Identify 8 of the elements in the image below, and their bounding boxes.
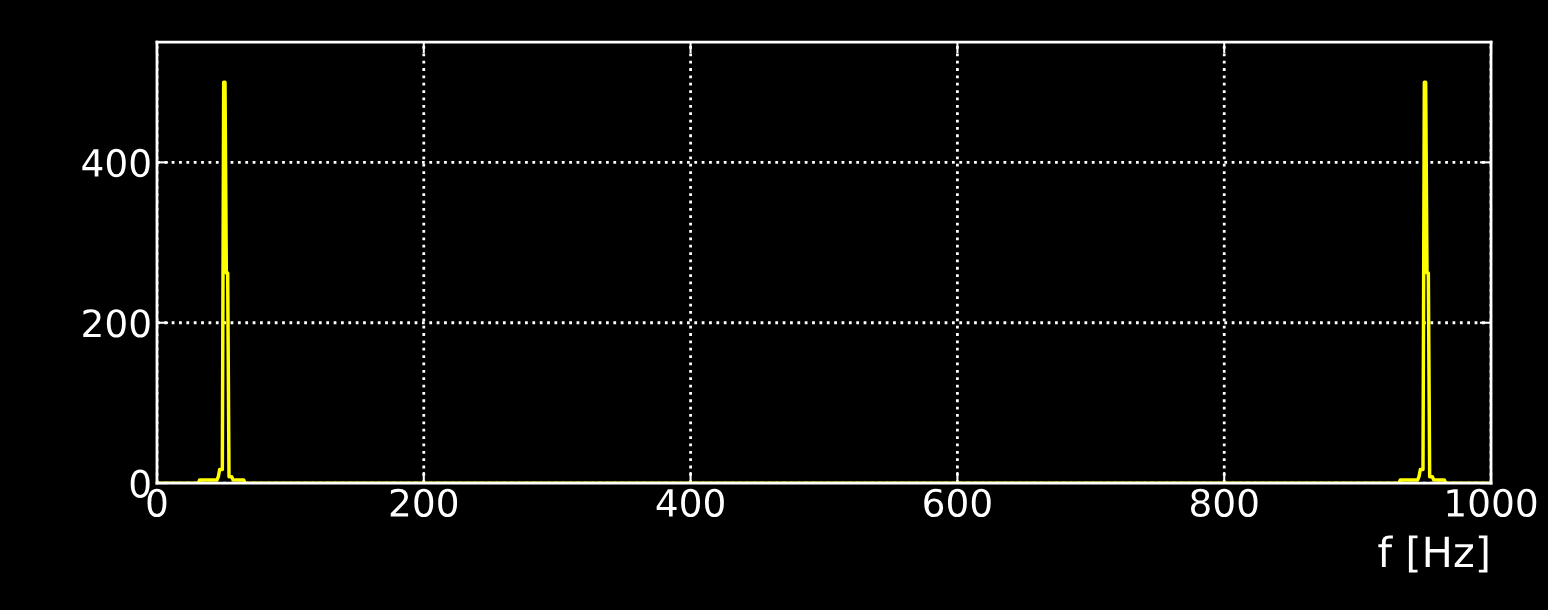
x-tick-label: 400 bbox=[656, 488, 724, 518]
x-tick-label: 200 bbox=[390, 488, 458, 518]
y-tick-label: 400 bbox=[82, 148, 150, 178]
x-tick-label: 1000 bbox=[1447, 488, 1537, 518]
x-tick-label: 800 bbox=[1190, 488, 1258, 518]
x-axis-title: f [Hz] bbox=[1378, 535, 1488, 573]
y-tick-label: 200 bbox=[83, 309, 150, 338]
x-tick-label: 600 bbox=[924, 488, 991, 518]
